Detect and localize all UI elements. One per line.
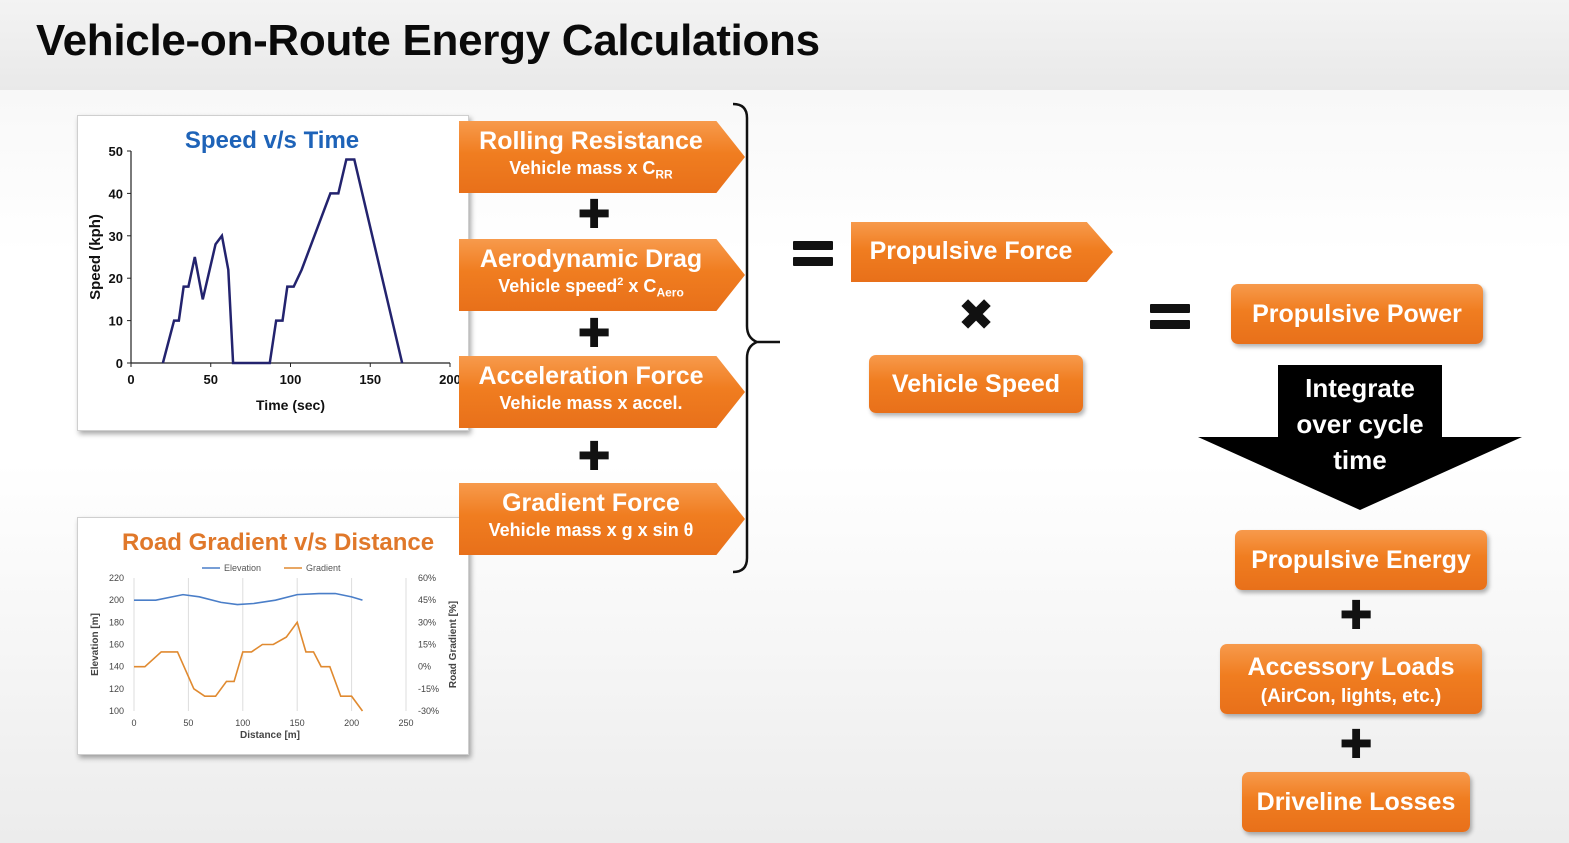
plus-icon: ✚ [577,434,611,480]
propulsive-power-box: Propulsive Power [1231,284,1483,344]
gradient-force-formula: Vehicle mass x g x sin θ [488,520,694,540]
multiply-icon: ✖ [957,290,995,341]
propulsive-force-box: Propulsive Force [851,222,1113,282]
vehicle-speed-label: Vehicle Speed [891,370,1061,398]
x-tick-label: 100 [235,718,250,728]
legend-label: Gradient [306,563,341,573]
x-tick-label: 0 [127,372,134,387]
aerodynamic-drag-title: Aerodynamic Drag [479,245,703,273]
integrate-down-arrow [1198,365,1522,510]
speed-series-line [161,158,404,365]
y2-tick-label: 15% [418,640,436,650]
y-tick-label: 160 [109,640,124,650]
gradient-series-line [134,620,364,712]
rolling-resistance-title: Rolling Resistance [479,127,703,155]
driveline-losses-label: Driveline Losses [1256,788,1456,816]
driveline-losses-box: Driveline Losses [1242,772,1470,832]
x-tick-label: 200 [439,372,461,387]
acceleration-force-title: Acceleration Force [478,362,704,390]
gradient-chart: Road Gradient v/s Distance Elevation Gradi… [90,529,459,741]
x-tick-label: 200 [344,718,359,728]
propulsive-power-label: Propulsive Power [1252,300,1462,328]
rolling-resistance-formula: Vehicle mass x CRR [509,158,673,182]
acceleration-force-formula: Vehicle mass x accel. [499,393,683,413]
x-tick-label: 150 [359,372,381,387]
propulsive-force-label: Propulsive Force [869,237,1073,265]
x-tick-label: 150 [290,718,305,728]
y2-tick-label: 30% [418,617,436,627]
plus-icon: ✚ [577,311,611,357]
slide-title: Vehicle-on-Route Energy Calculations [36,16,820,65]
y-tick-label: 100 [109,706,124,716]
propulsive-energy-box: Propulsive Energy [1235,530,1487,590]
x-axis-label: Time (sec) [256,397,325,413]
y-tick-label: 10 [109,314,123,329]
x-tick-label: 100 [280,372,302,387]
chart-title: Speed v/s Time [185,127,359,154]
accessory-loads-detail: (AirCon, lights, etc.) [1260,686,1442,707]
accessory-loads-box: Accessory Loads (AirCon, lights, etc.) [1220,644,1482,714]
y2-tick-label: -15% [418,684,439,694]
rolling-resistance-box: Rolling Resistance Vehicle mass x CRR [459,121,745,193]
y-tick-label: 120 [109,684,124,694]
y-tick-label: 0 [116,356,123,371]
y-axis-label: Elevation [m] [90,613,101,676]
elevation-series-line [134,592,363,606]
y-tick-label: 180 [109,617,124,627]
plus-icon: ✚ [1339,722,1373,768]
curly-bracket [732,102,780,574]
x-tick-label: 0 [131,718,136,728]
y-tick-label: 200 [109,595,124,605]
y-tick-label: 220 [109,573,124,583]
gradient-force-box: Gradient Force Vehicle mass x g x sin θ [459,483,745,555]
aerodynamic-drag-formula: Vehicle speed2 x CAero [498,276,684,300]
acceleration-force-box: Acceleration Force Vehicle mass x accel. [459,356,745,428]
x-tick-label: 250 [398,718,413,728]
title-bar [0,0,1569,90]
integrate-label: Integrate over cycle time [1296,373,1424,475]
y2-tick-label: -30% [418,706,439,716]
plus-icon: ✚ [1339,593,1373,639]
legend-label: Elevation [224,563,261,573]
y2-tick-label: 0% [418,662,431,672]
gradient-chart-panel: Road Gradient v/s Distance Elevation Gradi… [77,517,469,755]
speed-chart: Speed v/s Time 0 10 20 30 40 50 0 50 100 150 200 Tim… [87,127,461,413]
x-tick-label: 50 [204,372,218,387]
y-tick-label: 140 [109,662,124,672]
propulsive-energy-label: Propulsive Energy [1251,546,1471,574]
plus-icon: ✚ [577,192,611,238]
y-axis-label: Speed (kph) [87,214,104,300]
x-axis-label: Distance [m] [240,730,300,741]
chart-title: Road Gradient v/s Distance [122,529,434,556]
speed-chart-panel: Speed v/s Time 0 10 20 30 40 50 0 50 100 150 200 Tim… [77,115,469,431]
y-tick-label: 30 [109,229,123,244]
y2-tick-label: 60% [418,573,436,583]
gradient-force-title: Gradient Force [502,489,680,517]
y2-axis-label: Road Gradient [%] [448,601,459,688]
y-tick-label: 40 [109,186,123,201]
y2-tick-label: 45% [418,595,436,605]
y-tick-label: 20 [109,271,123,286]
y-tick-label: 50 [109,144,123,159]
vehicle-speed-box: Vehicle Speed [869,355,1083,413]
accessory-loads-title: Accessory Loads [1247,653,1455,681]
x-tick-label: 50 [183,718,193,728]
aerodynamic-drag-box: Aerodynamic Drag Vehicle speed2 x CAero [459,239,745,311]
